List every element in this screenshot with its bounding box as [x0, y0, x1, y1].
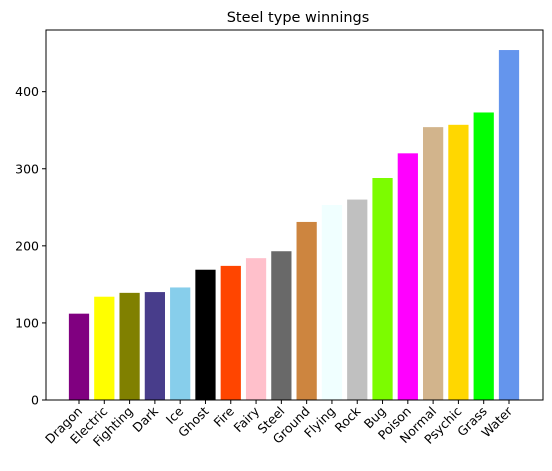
bars-group — [68, 50, 520, 401]
bar-psychic — [448, 124, 469, 400]
bar-flying — [321, 204, 343, 400]
bar-ghost — [195, 269, 216, 400]
bar-rock — [347, 199, 368, 400]
bar-dragon — [68, 313, 90, 400]
bar-fighting — [119, 292, 140, 400]
bar-bug — [372, 178, 393, 400]
x-tick-label-dark: Dark — [129, 403, 161, 435]
y-tick-label-100: 100 — [15, 315, 39, 330]
bar-steel — [271, 251, 292, 400]
bar-grass — [473, 112, 494, 400]
bar-ground — [296, 221, 317, 400]
x-tick-label-rock: Rock — [332, 403, 364, 435]
bar-ice — [170, 287, 191, 400]
y-axis: 0 100 200 300 400 — [15, 84, 46, 408]
plot-frame — [45, 29, 544, 401]
bar-normal — [423, 127, 444, 401]
bar-fire — [220, 265, 241, 401]
chart-title: Steel type winnings — [227, 10, 370, 26]
y-tick-label-200: 200 — [15, 238, 39, 253]
y-tick-label-300: 300 — [15, 161, 39, 176]
bar-poison — [397, 153, 418, 400]
bar-electric — [94, 296, 115, 400]
bar-fairy — [245, 258, 267, 400]
bar-water — [498, 50, 520, 400]
bar-dark — [144, 292, 165, 400]
y-tick-label-400: 400 — [15, 84, 39, 99]
y-tick-label-0: 0 — [31, 393, 39, 408]
